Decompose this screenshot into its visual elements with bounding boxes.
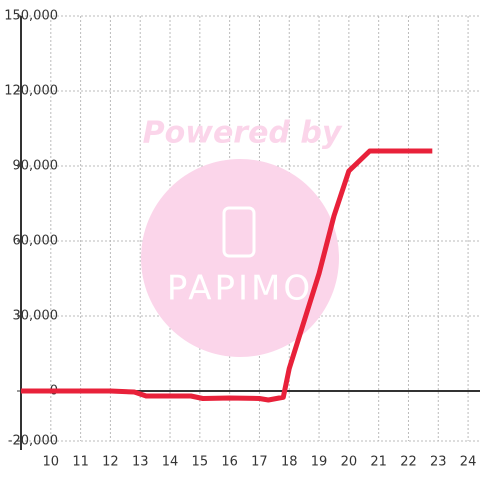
watermark-circle — [141, 159, 339, 357]
y-tick-label: 90,000 — [13, 159, 59, 174]
y-tick-label: -20,000 — [8, 434, 58, 449]
watermark-icon — [222, 206, 256, 258]
x-tick-label: 16 — [221, 455, 238, 470]
y-tick-label: 150,000 — [4, 9, 58, 24]
x-tick-label: 24 — [460, 455, 477, 470]
x-tick-label: 18 — [281, 455, 298, 470]
x-tick-label: 23 — [430, 455, 447, 470]
x-tick-label: 12 — [102, 455, 119, 470]
x-tick-label: 17 — [251, 455, 268, 470]
x-tick-label: 21 — [370, 455, 387, 470]
watermark-logo: PAPIMO — [167, 269, 313, 309]
x-tick-label: 13 — [132, 455, 149, 470]
y-tick-label: 30,000 — [13, 309, 59, 324]
watermark: Powered by PAPIMO — [141, 116, 343, 357]
x-tick-label: 10 — [43, 455, 60, 470]
x-tick-label: 14 — [162, 455, 179, 470]
x-tick-label: 20 — [341, 455, 358, 470]
x-tick-label: 22 — [400, 455, 417, 470]
watermark-text: Powered by — [143, 116, 343, 151]
data-line — [21, 148, 433, 403]
x-tick-label: 19 — [311, 455, 328, 470]
x-tick-label: 15 — [192, 455, 209, 470]
x-tick-label: 11 — [72, 455, 89, 470]
y-tick-label: 120,000 — [4, 84, 58, 99]
y-tick-label: 60,000 — [13, 234, 59, 249]
